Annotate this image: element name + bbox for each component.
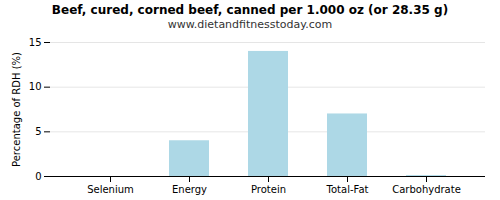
svg-text:Percentage of RDH (%): Percentage of RDH (%): [11, 52, 22, 167]
svg-text:Protein: Protein: [251, 184, 286, 195]
svg-text:Carbohydrate: Carbohydrate: [392, 184, 461, 195]
svg-text:0: 0: [35, 171, 41, 182]
svg-text:Energy: Energy: [172, 184, 207, 195]
svg-text:5: 5: [35, 126, 41, 137]
html-text:www.dietandfitnesstoday.com: www.dietandfitnesstoday.com: [167, 18, 333, 31]
html-text:Beef, cured, corned beef, cann: Beef, cured, corned beef, canned per 1.0…: [51, 3, 449, 17]
svg-text:Selenium: Selenium: [87, 184, 134, 195]
svg-text:15: 15: [29, 37, 42, 48]
svg-text:Total-Fat: Total-Fat: [326, 184, 369, 195]
svg-text:10: 10: [29, 81, 42, 92]
